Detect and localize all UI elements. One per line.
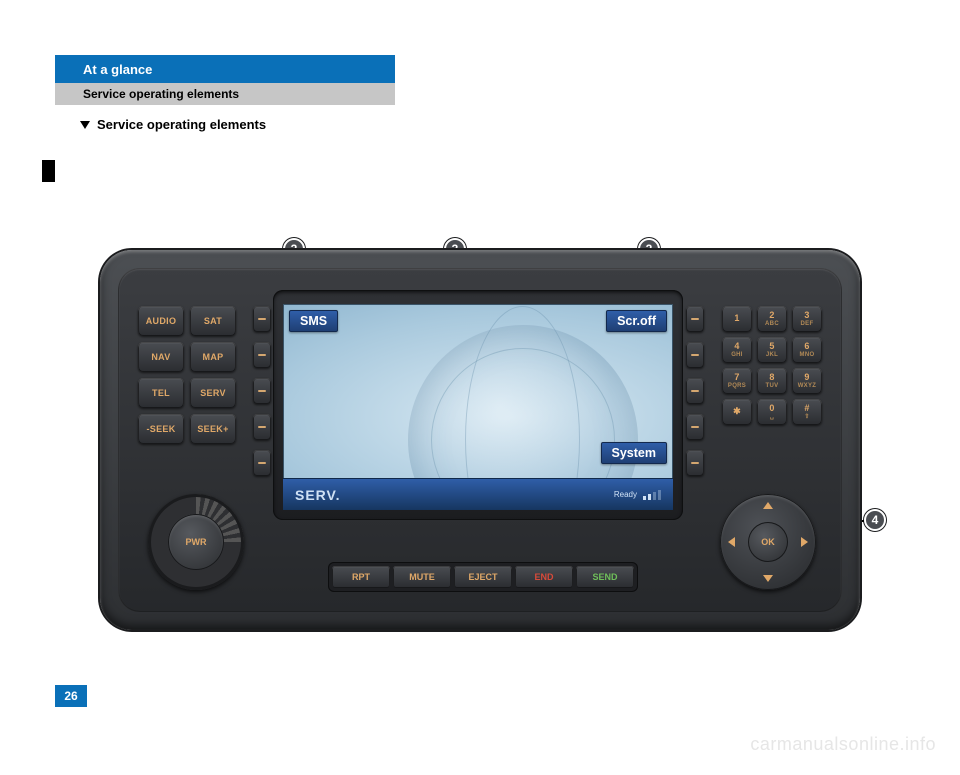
arrow-down-icon[interactable] [763, 575, 773, 582]
fn-key-map[interactable]: MAP [190, 342, 236, 372]
page-header: At a glance [55, 55, 395, 83]
knob-label: PWR [168, 514, 224, 570]
ok-button[interactable]: OK [748, 522, 788, 562]
dpad-disk: OK [720, 494, 816, 590]
key-5[interactable]: 5JKL [757, 337, 787, 363]
softkey[interactable] [253, 378, 271, 404]
arrow-left-icon[interactable] [728, 537, 735, 547]
triangle-down-icon [80, 121, 90, 129]
btn-end[interactable]: END [515, 566, 573, 588]
key-1[interactable]: 1 [722, 306, 752, 332]
fn-key-tel[interactable]: TEL [138, 378, 184, 408]
section-title-text: Service operating elements [97, 117, 266, 132]
function-key-grid: AUDIO SAT NAV MAP TEL SERV -SEEK SEEK+ [138, 306, 236, 444]
key-star[interactable]: ✱ [722, 399, 752, 425]
key-8[interactable]: 8TUV [757, 368, 787, 394]
key-4[interactable]: 4GHI [722, 337, 752, 363]
section-title: Service operating elements [80, 117, 960, 132]
softkey[interactable] [686, 306, 704, 332]
key-0[interactable]: 0␣ [757, 399, 787, 425]
softkey[interactable] [686, 450, 704, 476]
btn-eject[interactable]: EJECT [454, 566, 512, 588]
status-ready: Ready [614, 490, 637, 499]
softkey[interactable] [253, 306, 271, 332]
head-unit-console: AUDIO SAT NAV MAP TEL SERV -SEEK SEEK+ [100, 250, 860, 630]
header-marker [42, 160, 55, 182]
fn-key-audio[interactable]: AUDIO [138, 306, 184, 336]
ok-dpad[interactable]: OK [720, 494, 816, 590]
key-hash[interactable]: #⇧ [792, 399, 822, 425]
signal-indicator: Ready [614, 490, 661, 500]
softkey-column-right [686, 306, 704, 476]
menu-scroff[interactable]: Scr.off [606, 310, 667, 332]
btn-send[interactable]: SEND [576, 566, 634, 588]
softkey[interactable] [253, 450, 271, 476]
faceplate: AUDIO SAT NAV MAP TEL SERV -SEEK SEEK+ [118, 268, 842, 612]
key-3[interactable]: 3DEF [792, 306, 822, 332]
page-number: 26 [55, 685, 87, 707]
menu-sms[interactable]: SMS [289, 310, 338, 332]
softkey[interactable] [253, 342, 271, 368]
callout-4: 4 [864, 509, 886, 531]
arrow-up-icon[interactable] [763, 502, 773, 509]
key-2[interactable]: 2ABC [757, 306, 787, 332]
softkey-column-left [253, 306, 271, 476]
watermark: carmanualsonline.info [750, 734, 936, 755]
btn-mute[interactable]: MUTE [393, 566, 451, 588]
softkey[interactable] [686, 342, 704, 368]
softkey[interactable] [686, 414, 704, 440]
knob-ring: PWR [148, 494, 244, 590]
screen-bezel: SMS Scr.off System SERV. Ready [273, 290, 683, 520]
bottom-button-row: RPT MUTE EJECT END SEND [328, 562, 638, 592]
page-subheader: Service operating elements [55, 83, 395, 105]
fn-key-seek-plus[interactable]: SEEK+ [190, 414, 236, 444]
fn-key-seek-minus[interactable]: -SEEK [138, 414, 184, 444]
key-6[interactable]: 6MNO [792, 337, 822, 363]
status-bar: SERV. Ready [283, 478, 673, 510]
key-9[interactable]: 9WXYZ [792, 368, 822, 394]
fn-key-sat[interactable]: SAT [190, 306, 236, 336]
btn-rpt[interactable]: RPT [332, 566, 390, 588]
menu-system[interactable]: System [601, 442, 667, 464]
fn-key-nav[interactable]: NAV [138, 342, 184, 372]
softkey[interactable] [253, 414, 271, 440]
status-title: SERV. [295, 487, 340, 503]
arrow-right-icon[interactable] [801, 537, 808, 547]
power-knob[interactable]: PWR [148, 494, 244, 590]
numeric-keypad: 1 2ABC 3DEF 4GHI 5JKL 6MNO 7PQRS 8TUV 9W… [722, 306, 822, 425]
display-screen: SMS Scr.off System SERV. Ready [283, 304, 673, 510]
fn-key-serv[interactable]: SERV [190, 378, 236, 408]
softkey[interactable] [686, 378, 704, 404]
key-7[interactable]: 7PQRS [722, 368, 752, 394]
